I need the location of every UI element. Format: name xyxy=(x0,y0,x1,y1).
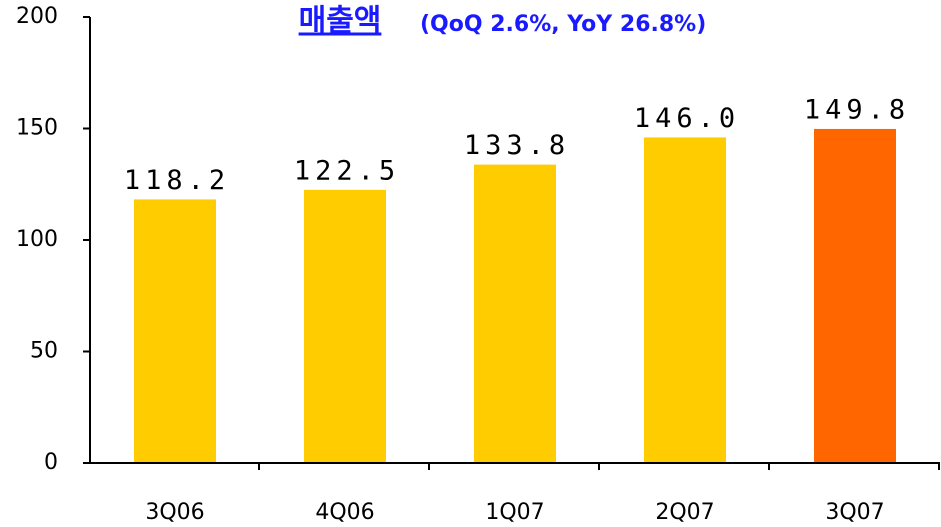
value-label: 149.8 xyxy=(804,94,910,125)
bar xyxy=(134,199,216,463)
y-tick-label: 150 xyxy=(16,116,58,141)
x-tick-label: 2Q07 xyxy=(655,500,714,525)
chart-title: 매출액 xyxy=(299,4,382,39)
x-tick-label: 1Q07 xyxy=(485,500,544,525)
bar xyxy=(304,189,386,463)
y-tick-label: 100 xyxy=(16,227,58,252)
x-tick-label: 4Q06 xyxy=(315,500,374,525)
bar xyxy=(814,128,896,464)
value-label: 133.8 xyxy=(464,130,570,161)
y-tick-label: 50 xyxy=(30,339,58,364)
bar xyxy=(474,164,556,463)
value-label: 118.2 xyxy=(124,165,230,196)
value-label: 146.0 xyxy=(634,103,740,134)
bar xyxy=(644,137,726,464)
y-tick-label: 0 xyxy=(44,450,58,475)
value-label: 122.5 xyxy=(294,155,400,186)
x-tick-label: 3Q06 xyxy=(145,500,204,525)
chart-subtitle: (QoQ 2.6%, YoY 26.8%) xyxy=(420,12,706,37)
y-tick-label: 200 xyxy=(16,4,58,29)
x-tick-label: 3Q07 xyxy=(825,500,884,525)
